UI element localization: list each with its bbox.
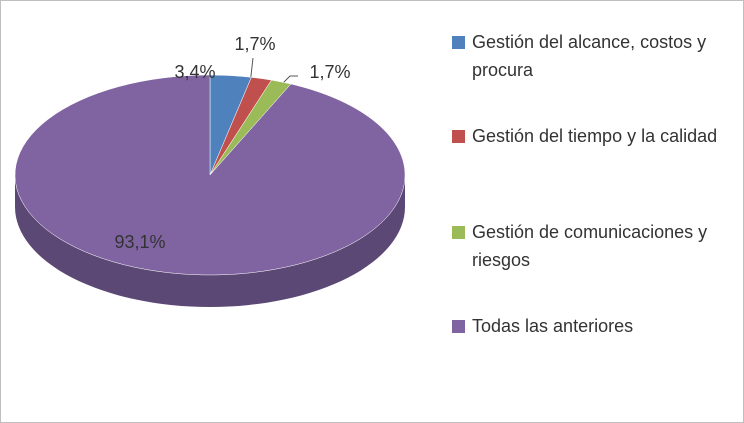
legend-item: Gestión de comunicaciones y riesgos [452,218,722,274]
legend-swatch [452,130,465,143]
legend-label: Todas las anteriores [472,316,634,336]
legend-label: Gestión del tiempo y la calidad [472,126,718,146]
legend-label: Gestión de comunicaciones y riesgos [472,222,708,270]
legend-item: Gestión del tiempo y la calidad [452,122,722,150]
data-label: 1,7% [234,34,275,54]
slice-side [15,175,405,307]
legend-item: Todas las anteriores [452,312,722,340]
legend-swatch [452,36,465,49]
slice [14,74,406,276]
data-label: 1,7% [309,62,350,82]
legend-label: Gestión del alcance, costos y procura [472,32,707,80]
legend-swatch [452,226,465,239]
legend-swatch [452,320,465,333]
data-label: 93,1% [114,232,165,252]
data-label: 3,4% [174,62,215,82]
legend-item: Gestión del alcance, costos y procura [452,28,722,84]
